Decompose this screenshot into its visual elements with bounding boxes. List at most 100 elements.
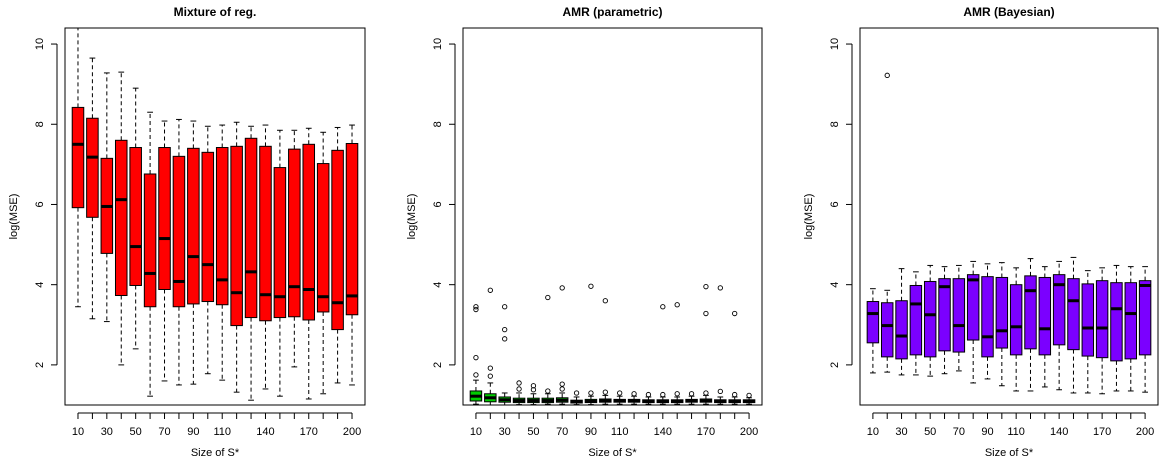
box-110: [613, 395, 626, 405]
box-20: [484, 382, 497, 406]
box-200: [1138, 266, 1152, 393]
x-tick-label: 30: [499, 426, 511, 438]
box-iqr: [1095, 280, 1109, 359]
x-tick-label: 10: [867, 426, 879, 438]
box-iqr: [880, 302, 894, 358]
box-190: [1124, 266, 1138, 392]
box-30: [895, 268, 908, 376]
box-100: [201, 125, 215, 375]
outlier-point: [487, 365, 493, 371]
outlier-point: [717, 388, 723, 395]
box-70: [952, 264, 966, 372]
outlier-point: [703, 310, 709, 317]
x-tick-label: 50: [527, 426, 539, 438]
x-tick-label: 200: [343, 426, 361, 438]
box-iqr: [172, 155, 186, 308]
y-tick-label: 10: [829, 38, 841, 50]
x-axis-label: Size of S*: [191, 447, 240, 459]
box-110: [1009, 267, 1023, 392]
box-80: [570, 396, 583, 406]
x-tick-label: 70: [556, 426, 568, 438]
outlier-point: [631, 391, 637, 397]
box-iqr: [158, 147, 171, 290]
outlier-point: [545, 294, 551, 301]
box-40: [114, 71, 128, 366]
outlier-point: [516, 386, 522, 392]
outlier-point: [660, 391, 666, 398]
x-tick-label: 30: [101, 426, 113, 438]
x-axis-label: Size of S*: [985, 447, 1034, 459]
outlier-point: [502, 326, 508, 333]
y-tick-label: 6: [34, 201, 46, 207]
outlier-point: [487, 373, 493, 379]
x-tick-label: 170: [697, 426, 715, 438]
box-50: [923, 264, 937, 377]
outlier-point: [588, 390, 594, 396]
box-10: [866, 288, 880, 374]
y-tick-label: 8: [432, 121, 444, 127]
box-iqr: [187, 147, 200, 305]
box-iqr: [215, 147, 229, 306]
box-iqr: [938, 278, 951, 352]
chart-title: AMR (parametric): [562, 5, 662, 19]
x-tick-label: 170: [300, 426, 318, 438]
x-tick-label: 50: [924, 426, 936, 438]
y-tick-label: 6: [829, 201, 841, 207]
x-tick-label: 200: [740, 426, 758, 438]
box-iqr: [1124, 282, 1138, 360]
y-tick-label: 4: [432, 282, 444, 288]
box-10: [469, 379, 483, 405]
box-120: [627, 395, 641, 405]
box-iqr: [1038, 276, 1052, 356]
chart-title: AMR (Bayesian): [963, 5, 1054, 19]
box-iqr: [201, 151, 215, 303]
outlier-point: [559, 285, 565, 291]
outlier-point: [502, 304, 508, 310]
box-60: [143, 111, 157, 397]
outlier-point: [645, 391, 652, 398]
y-tick-label: 6: [432, 201, 444, 207]
box-10: [71, 27, 85, 308]
outlier-point: [602, 389, 608, 395]
outlier-point: [884, 72, 890, 78]
box-iqr: [331, 149, 344, 331]
box-iqr: [909, 284, 923, 356]
outlier-point: [746, 392, 752, 399]
box-110: [215, 124, 229, 381]
box-iqr: [1081, 283, 1095, 357]
outlier-point: [559, 386, 565, 392]
box-120: [1024, 258, 1037, 392]
x-tick-label: 200: [1136, 426, 1154, 438]
x-tick-label: 10: [470, 426, 482, 438]
y-axis-label: log(MSE): [8, 194, 20, 240]
box-iqr: [866, 301, 880, 344]
box-iqr: [316, 163, 330, 313]
x-tick-label: 70: [953, 426, 965, 438]
box-150: [273, 129, 287, 397]
outlier-point: [588, 283, 594, 289]
box-60: [541, 393, 555, 405]
box-150: [1067, 256, 1080, 394]
box-iqr: [244, 137, 258, 319]
outlier-point: [660, 304, 666, 310]
box-80: [172, 118, 186, 386]
outlier-point: [674, 302, 680, 308]
y-tick-label: 10: [34, 38, 46, 50]
box-iqr: [1138, 280, 1152, 356]
box-iqr: [71, 106, 85, 209]
box-180: [714, 396, 727, 405]
box-180: [1110, 264, 1123, 392]
plot-frame: [64, 27, 366, 406]
box-iqr: [966, 274, 980, 341]
x-tick-label: 90: [187, 426, 199, 438]
outlier-point: [530, 387, 537, 393]
box-170: [1095, 267, 1109, 395]
x-tick-label: 140: [654, 426, 672, 438]
box-iqr: [345, 143, 359, 316]
box-140: [259, 124, 272, 390]
box-130: [244, 125, 258, 401]
plot-frame: [462, 27, 763, 406]
outlier-point: [573, 390, 580, 396]
outlier-point: [473, 355, 479, 361]
